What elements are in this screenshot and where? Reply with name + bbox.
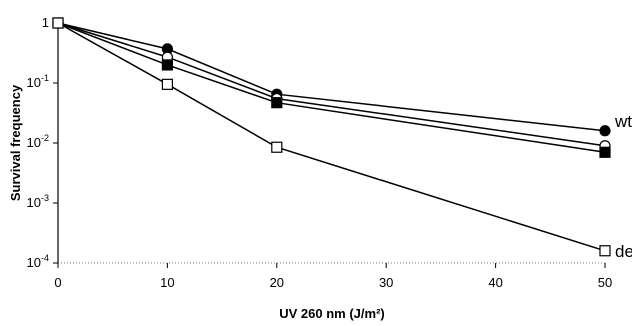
series-line-2 bbox=[57, 22, 606, 154]
series-label-0: wt bbox=[614, 112, 632, 131]
y-tick-label-1: 10-1 bbox=[27, 73, 49, 90]
x-tick-label-1: 10 bbox=[160, 275, 174, 290]
series-3-point-0 bbox=[52, 17, 64, 29]
series-2-point-3 bbox=[599, 146, 611, 158]
series-2-point-2 bbox=[271, 97, 283, 109]
series-label-3: deoB bbox=[615, 242, 632, 261]
x-tick-label-3: 30 bbox=[379, 275, 393, 290]
series-line-1 bbox=[57, 22, 606, 147]
y-axis-title: Survival frequency bbox=[8, 84, 23, 201]
series-3-point-3 bbox=[599, 245, 611, 257]
series-3-point-2 bbox=[271, 141, 283, 153]
series-line-0 bbox=[57, 22, 606, 132]
x-axis-title: UV 260 nm (J/m²) bbox=[279, 306, 384, 321]
series-line-3 bbox=[57, 22, 606, 252]
series-0-point-3 bbox=[599, 125, 611, 137]
y-tick-label-2: 10-2 bbox=[27, 133, 49, 150]
series-2-point-1 bbox=[161, 59, 173, 71]
y-tick-label-0: 1 bbox=[42, 15, 49, 30]
y-tick-label-3: 10-3 bbox=[27, 193, 49, 210]
x-tick-label-5: 50 bbox=[598, 275, 612, 290]
chart-labels: wt deoB bbox=[614, 112, 632, 261]
x-tick-label-0: 0 bbox=[54, 275, 61, 290]
x-tick-label-2: 20 bbox=[270, 275, 284, 290]
chart-axes: 0 10 20 30 40 50 1 10-1 10-2 10-3 10-4 bbox=[27, 15, 613, 290]
y-tick-label-4: 10-4 bbox=[27, 253, 49, 270]
x-tick-label-4: 40 bbox=[488, 275, 502, 290]
series-3-point-1 bbox=[161, 78, 173, 90]
chart-series bbox=[52, 17, 611, 257]
